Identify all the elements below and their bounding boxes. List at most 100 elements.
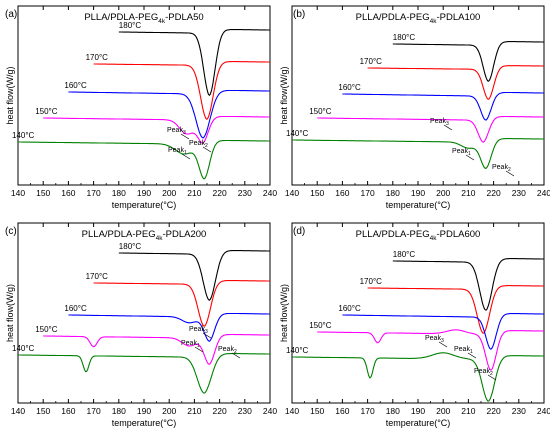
series-label: 170°C — [360, 277, 383, 286]
peak-arrow — [505, 170, 515, 177]
x-axis-label: temperature(°C) — [386, 418, 451, 428]
panel-b: 140 150 160 170 180 190 200 210 220 230 240 tempera… — [279, 5, 550, 210]
series-line — [342, 313, 544, 350]
x-tick-label: 240 — [263, 406, 277, 416]
series-label: 150°C — [35, 107, 58, 116]
series-line — [118, 250, 270, 301]
peak-annotation: Peak3 — [425, 335, 444, 344]
x-tick-label: 140 — [285, 406, 299, 416]
x-tick-label: 210 — [187, 406, 201, 416]
peak-arrow — [438, 341, 448, 348]
series-line — [18, 139, 270, 180]
peak-annotation: Peak1 — [181, 340, 200, 349]
series-line — [317, 329, 544, 371]
x-tick-label: 210 — [187, 188, 201, 198]
series-label: 140°C — [12, 131, 35, 140]
panel-a: 140 150 160 170 180 190 200 210 220 230 240 tempera… — [5, 5, 277, 210]
peak-annotation: Peak2 — [474, 368, 493, 377]
x-tick-label: 200 — [436, 406, 450, 416]
y-axis-label: heat flow(W/g) — [5, 284, 15, 342]
series-line — [93, 61, 270, 120]
series-label: 180°C — [393, 250, 416, 259]
series-label: 160°C — [338, 83, 361, 92]
x-tick-label: 240 — [263, 188, 277, 198]
x-tick-label: 190 — [411, 406, 425, 416]
series-line — [118, 29, 270, 96]
peak-arrow — [467, 352, 477, 359]
x-tick-label: 150 — [310, 188, 324, 198]
x-tick-label: 180 — [386, 406, 400, 416]
x-tick-label: 150 — [310, 406, 324, 416]
x-tick-label: 230 — [238, 188, 252, 198]
x-tick-label: 160 — [335, 406, 349, 416]
x-tick-label: 200 — [162, 406, 176, 416]
series-label: 160°C — [64, 304, 87, 313]
peak-arrow — [465, 154, 475, 161]
x-tick-label: 180 — [112, 406, 126, 416]
series-label: 160°C — [338, 304, 361, 313]
series-label: 170°C — [360, 57, 383, 66]
series-line — [292, 138, 544, 170]
series-line — [18, 353, 270, 394]
peak-annotation: Peak3 — [189, 326, 208, 335]
x-tick-label: 240 — [537, 406, 550, 416]
panel-title: PLLA/PDLA-PEG4k-PDLA600 — [356, 229, 481, 242]
plot-frame — [291, 222, 545, 404]
x-tick-label: 230 — [512, 406, 526, 416]
peak-arrow — [202, 332, 212, 339]
peak-arrow — [202, 146, 212, 153]
x-tick-label: 220 — [487, 406, 501, 416]
x-tick-label: 160 — [61, 188, 75, 198]
series-line — [93, 280, 270, 327]
x-tick-label: 140 — [285, 188, 299, 198]
series-line — [43, 333, 270, 365]
x-tick-label: 240 — [537, 188, 550, 198]
series-label: 170°C — [86, 53, 109, 62]
series-line — [367, 285, 544, 334]
peak-annotation: Peak3 — [430, 118, 449, 127]
panel-title: PLLA/PDLA-PEG4k-PDLA100 — [356, 12, 481, 25]
x-tick-label: 180 — [112, 188, 126, 198]
series-line — [43, 115, 270, 144]
peak-arrow — [231, 352, 241, 359]
series-label: 150°C — [309, 321, 332, 330]
y-axis-label: heat flow(W/g) — [279, 66, 289, 124]
panel-letter: (d) — [293, 226, 305, 237]
x-tick-label: 220 — [213, 188, 227, 198]
x-tick-label: 170 — [361, 406, 375, 416]
series-label: 150°C — [35, 325, 58, 334]
series-label: 160°C — [64, 81, 87, 90]
panel-title: PLLA/PDLA-PEG4k-PDLA50 — [84, 12, 203, 25]
x-tick-label: 230 — [238, 406, 252, 416]
panel-letter: (b) — [293, 9, 305, 20]
x-axis-label: temperature(°C) — [386, 200, 451, 210]
series-label: 150°C — [309, 107, 332, 116]
x-tick-label: 170 — [87, 188, 101, 198]
series-label: 180°C — [393, 33, 416, 42]
series-label: 180°C — [119, 242, 142, 251]
peak-annotation: Peak3 — [167, 127, 186, 136]
series-label: 180°C — [119, 21, 142, 30]
peak-annotation: Peak2 — [218, 346, 237, 355]
series-line — [342, 91, 544, 121]
peak-annotation: Peak2 — [492, 164, 511, 173]
panel-letter: (c) — [5, 226, 17, 237]
peak-arrow — [181, 153, 191, 160]
y-axis-label: heat flow(W/g) — [279, 284, 289, 342]
series-label: 140°C — [286, 346, 309, 355]
x-tick-label: 140 — [11, 188, 25, 198]
x-tick-label: 200 — [162, 188, 176, 198]
x-tick-label: 170 — [87, 406, 101, 416]
x-tick-label: 210 — [461, 188, 475, 198]
series-line — [68, 312, 270, 342]
x-tick-label: 150 — [36, 188, 50, 198]
x-tick-label: 150 — [36, 406, 50, 416]
peak-annotation: Peak1 — [452, 148, 471, 157]
series-line — [317, 115, 544, 143]
peak-annotation: Peak2 — [189, 140, 208, 149]
x-tick-label: 160 — [61, 406, 75, 416]
x-tick-label: 210 — [461, 406, 475, 416]
x-tick-label: 180 — [386, 188, 400, 198]
x-tick-label: 220 — [213, 406, 227, 416]
